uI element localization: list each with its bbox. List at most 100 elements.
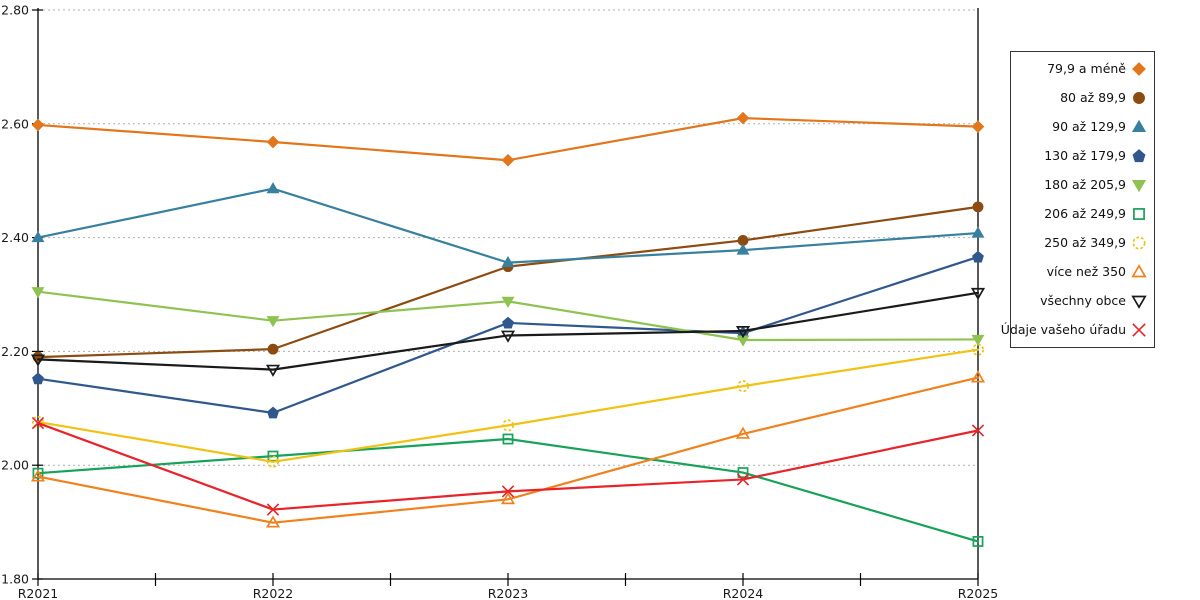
- y-axis-label: 2.80: [1, 3, 29, 18]
- circle-dashed-marker-icon: [266, 455, 280, 468]
- x-marker-icon: [501, 485, 515, 498]
- series-6: [31, 343, 985, 468]
- x-marker-icon: [1132, 323, 1146, 337]
- series-9: [31, 416, 985, 516]
- square-marker-icon: [972, 536, 984, 547]
- legend-label: všechny obce: [1040, 292, 1126, 308]
- plot-area: [30, 111, 986, 547]
- legend-marker: [1132, 149, 1146, 163]
- legend-item: všechny obce: [1018, 293, 1147, 309]
- diamond-marker-icon: [971, 120, 985, 133]
- x-marker-icon: [736, 473, 750, 486]
- pentagon-marker-icon: [267, 406, 279, 419]
- diamond-marker-icon: [266, 135, 280, 149]
- legend: 79,9 a méně 80 až 89,9 90 až 129,9 130 až 1…: [1001, 51, 1155, 348]
- circle-dashed-marker-icon: [501, 419, 515, 432]
- legend-marker: [1133, 208, 1145, 220]
- circle-marker-icon: [972, 201, 984, 213]
- circle-dashed-marker-icon: [736, 380, 750, 393]
- legend-marker: [1131, 119, 1147, 132]
- x-marker-icon: [31, 416, 45, 430]
- series-line: [36, 348, 980, 463]
- triangle-down-marker-icon: [265, 364, 281, 377]
- series-line: [36, 117, 980, 162]
- series-line: [36, 291, 980, 371]
- y-axis-label: 2.00: [1, 458, 29, 473]
- series-line: [36, 187, 980, 264]
- y-axis-label: 2.40: [1, 230, 29, 245]
- triangle-down-marker-icon: [31, 287, 45, 299]
- triangle-up-marker-icon: [1131, 264, 1147, 278]
- circle-dashed-marker-icon: [971, 343, 985, 356]
- triangle-down-marker-icon: [1131, 180, 1147, 193]
- legend-label: 130 až 179,9: [1044, 147, 1126, 163]
- legend-item: 130 až 179,9: [1018, 148, 1147, 164]
- series-line: [36, 421, 980, 511]
- square-marker-icon: [32, 467, 44, 479]
- triangle-up-marker-icon: [265, 515, 281, 528]
- triangle-up-marker-icon: [30, 469, 46, 482]
- x-marker-icon: [266, 503, 280, 516]
- series-5: [32, 433, 984, 547]
- square-marker-icon: [1133, 208, 1145, 220]
- circle-dashed-marker-icon: [1132, 236, 1146, 250]
- triangle-up-marker-icon: [1131, 119, 1147, 132]
- legend-marker: [1132, 236, 1146, 250]
- triangle-up-marker-icon: [500, 492, 516, 505]
- series-line: [36, 437, 980, 543]
- triangle-down-marker-icon: [30, 354, 46, 367]
- circle-marker-icon: [267, 343, 279, 355]
- legend-marker: [1131, 295, 1147, 309]
- legend-item: 79,9 a méně: [1018, 61, 1147, 77]
- pentagon-marker-icon: [502, 316, 514, 329]
- triangle-down-marker-icon: [266, 316, 280, 328]
- triangle-up-marker-icon: [31, 231, 45, 243]
- legend-label: 206 až 249,9: [1044, 205, 1126, 221]
- triangle-down-marker-icon: [970, 287, 986, 301]
- series-8: [30, 287, 986, 377]
- legend-item: více než 350: [1018, 264, 1147, 280]
- diamond-marker-icon: [501, 153, 515, 167]
- series-2: [31, 182, 985, 268]
- legend-marker: [1132, 323, 1146, 337]
- y-axis-label: 2.60: [1, 116, 29, 131]
- circle-marker-icon: [1133, 92, 1145, 104]
- triangle-down-marker-icon: [1131, 295, 1147, 309]
- series-4: [31, 287, 985, 347]
- legend-label: Údaje vašeho úřadu: [1000, 321, 1126, 337]
- x-axis-label: R2024: [723, 586, 764, 600]
- triangle-up-marker-icon: [735, 426, 751, 439]
- legend-label: více než 350: [1046, 263, 1126, 279]
- legend-label: 250 až 349,9: [1044, 234, 1126, 250]
- legend-item: 80 až 89,9: [1018, 90, 1147, 106]
- legend-label: 90 až 129,9: [1052, 118, 1126, 134]
- triangle-down-marker-icon: [735, 326, 751, 339]
- series-1: [32, 201, 984, 363]
- pentagon-marker-icon: [32, 372, 44, 385]
- legend-item: 90 až 129,9: [1018, 119, 1147, 135]
- y-axis-label: 2.20: [1, 344, 29, 359]
- legend-marker: [1132, 62, 1146, 76]
- triangle-up-marker-icon: [970, 370, 986, 383]
- triangle-down-marker-icon: [500, 330, 516, 343]
- triangle-down-marker-icon: [501, 296, 515, 308]
- y-axis-label: 1.80: [1, 572, 29, 587]
- legend-label: 79,9 a méně: [1047, 60, 1126, 76]
- legend-item: 250 až 349,9: [1018, 235, 1147, 251]
- triangle-up-marker-icon: [266, 182, 280, 194]
- diamond-marker-icon: [736, 111, 750, 125]
- pentagon-marker-icon: [972, 250, 984, 263]
- series-0: [31, 111, 985, 167]
- diamond-marker-icon: [1132, 62, 1146, 76]
- diamond-marker-icon: [31, 118, 45, 132]
- triangle-up-marker-icon: [736, 243, 750, 255]
- pentagon-marker-icon: [1132, 149, 1146, 163]
- x-axis-label: R2021: [18, 586, 59, 600]
- triangle-down-marker-icon: [971, 334, 985, 347]
- x-axis-label: R2023: [488, 586, 529, 600]
- square-marker-icon: [737, 467, 749, 479]
- gridlines: [38, 9, 978, 466]
